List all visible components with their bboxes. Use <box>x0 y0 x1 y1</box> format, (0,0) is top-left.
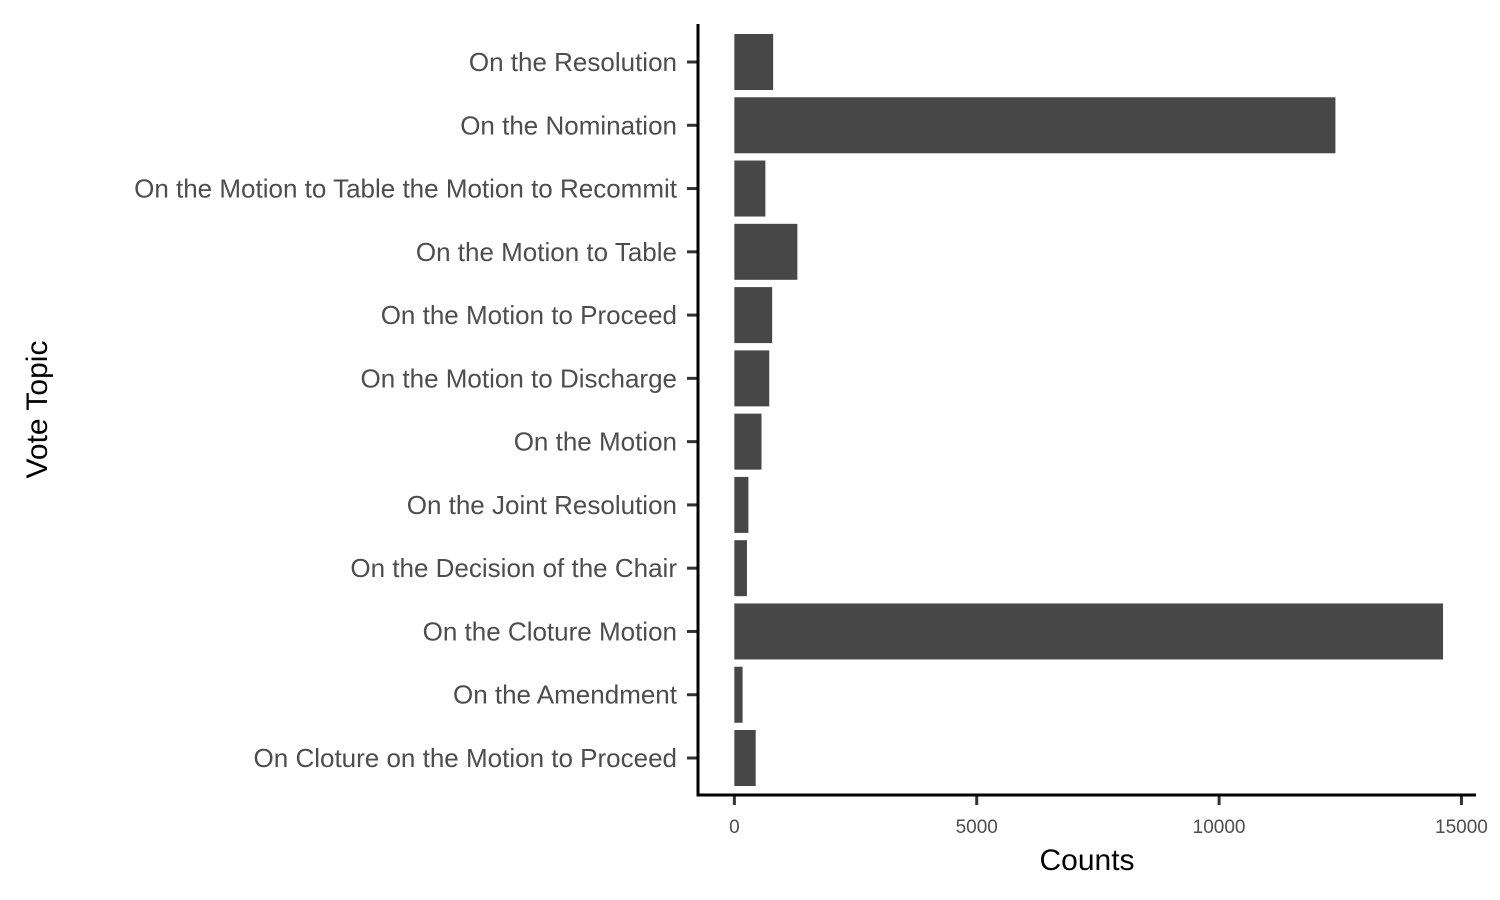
y-tick-label: On the Resolution <box>469 47 677 77</box>
bar <box>734 603 1444 660</box>
y-tick-label: On the Motion <box>514 427 677 457</box>
x-tick-label: 0 <box>729 817 740 838</box>
y-ticks <box>687 60 698 760</box>
bar <box>734 666 743 723</box>
bars-layer <box>734 34 1444 786</box>
bar <box>734 540 747 597</box>
bar <box>734 287 773 344</box>
x-tick-label: 10000 <box>1193 817 1246 838</box>
bar <box>734 413 762 470</box>
y-tick-label: On Cloture on the Motion to Proceed <box>254 743 677 773</box>
x-ticks <box>732 795 1463 805</box>
bar <box>734 476 749 533</box>
y-tick-label: On the Decision of the Chair <box>350 553 677 583</box>
y-tick-label: On the Joint Resolution <box>407 490 677 520</box>
bar <box>734 350 770 407</box>
bar <box>734 160 766 217</box>
y-tick-label: On the Motion to Proceed <box>381 300 677 330</box>
x-tick-label: 5000 <box>956 817 998 838</box>
y-tick-label: On the Nomination <box>460 110 677 140</box>
y-tick-label: On the Motion to Table <box>416 237 677 267</box>
y-tick-label: On the Motion to Discharge <box>361 363 678 393</box>
bar <box>734 223 798 280</box>
bar <box>734 97 1336 154</box>
x-tick-labels: 0 5000 10000 15000 <box>729 817 1488 838</box>
y-tick-label: On the Cloture Motion <box>423 616 677 646</box>
x-axis-title: Counts <box>1039 844 1134 877</box>
y-tick-label: On the Amendment <box>453 680 678 710</box>
y-tick-labels: On the Resolution On the Nomination On the… <box>134 47 678 773</box>
y-axis-title: Vote Topic <box>21 341 54 479</box>
bar <box>734 34 774 90</box>
y-tick-label: On the Motion to Table the Motion to Rec… <box>134 174 678 204</box>
bar <box>734 730 756 786</box>
x-tick-label: 15000 <box>1435 817 1488 838</box>
